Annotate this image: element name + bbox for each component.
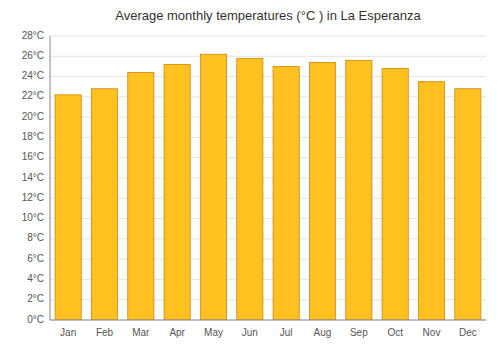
bar [237, 58, 263, 320]
y-tick-label: 0°C [27, 314, 44, 325]
grid-line [50, 56, 486, 57]
bar [382, 68, 408, 320]
bar [91, 89, 117, 320]
x-tick-label: Sep [350, 327, 368, 338]
x-tick-label: Nov [423, 327, 441, 338]
y-tick-label: 16°C [22, 151, 44, 162]
x-tick-label: Jan [60, 327, 76, 338]
grid-line [50, 36, 486, 37]
bar [164, 64, 190, 320]
bar [128, 73, 154, 320]
bar [418, 82, 444, 320]
y-tick-label: 8°C [27, 232, 44, 243]
x-tick-label: Mar [132, 327, 150, 338]
page: {"chart_data": {"type": "bar", "title": … [0, 0, 500, 350]
bar [309, 62, 335, 320]
y-tick-label: 4°C [27, 273, 44, 284]
y-tick-label: 10°C [22, 212, 44, 223]
bar [55, 95, 81, 320]
y-tick-label: 20°C [22, 111, 44, 122]
y-tick-label: 18°C [22, 131, 44, 142]
x-tick-label: Dec [459, 327, 477, 338]
title: Average monthly temperatures (°C ) in La… [115, 8, 421, 23]
grid [50, 36, 486, 320]
y-tick-label: 6°C [27, 253, 44, 264]
x-tick-label: Feb [96, 327, 114, 338]
y-tick-label: 2°C [27, 293, 44, 304]
x-tick-label: Jun [242, 327, 258, 338]
x-axis-line [50, 320, 486, 321]
y-tick-label: 26°C [22, 50, 44, 61]
x-axis: Jan Feb Mar Apr May Jun Jul Aug Sep Oct Nov Dec [60, 327, 477, 338]
grid-line [50, 320, 486, 321]
bars [55, 54, 481, 320]
y-tick-label: 12°C [22, 192, 44, 203]
x-tick-label: Oct [387, 327, 403, 338]
chart-svg: 0°C 2°C 4°C 6°C 8°C 10°C 12°C 14°C 16°C 18°C 20°C 2… [0, 0, 500, 350]
bar [346, 60, 372, 320]
y-tick-label: 14°C [22, 172, 44, 183]
x-tick-label: Aug [314, 327, 332, 338]
x-tick-label: Jul [280, 327, 293, 338]
y-axis: 0°C 2°C 4°C 6°C 8°C 10°C 12°C 14°C 16°C 18°C 20°C 2… [22, 30, 44, 325]
x-tick-label: Apr [169, 327, 185, 338]
grid-line [50, 76, 486, 77]
y-tick-label: 24°C [22, 70, 44, 81]
bar [200, 54, 226, 320]
bar [455, 89, 481, 320]
bar [273, 66, 299, 320]
chart-container: 0°C 2°C 4°C 6°C 8°C 10°C 12°C 14°C 16°C 18°C 20°C 2… [0, 0, 500, 350]
x-tick-label: May [204, 327, 223, 338]
y-axis-line [50, 36, 51, 320]
y-tick-label: 28°C [22, 30, 44, 41]
y-tick-label: 22°C [22, 90, 44, 101]
